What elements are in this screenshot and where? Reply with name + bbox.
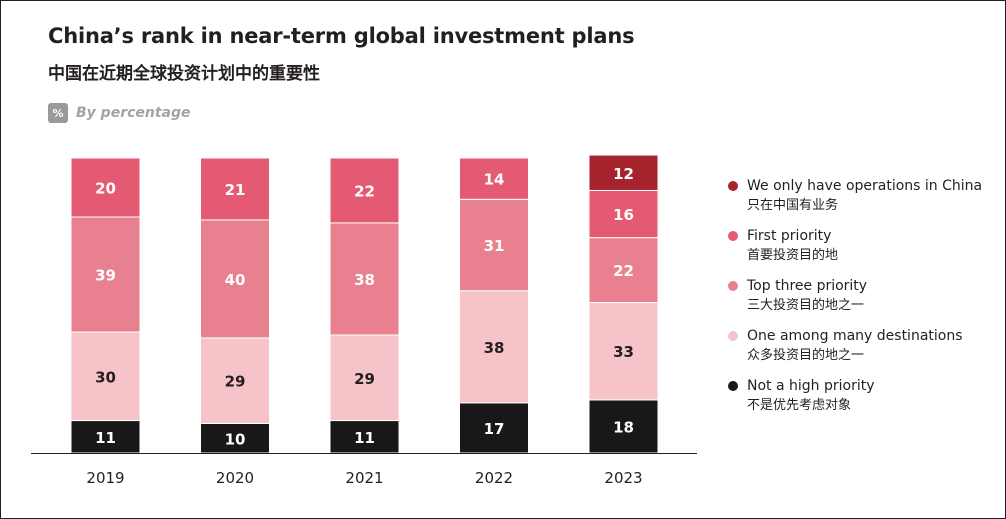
- bar-segment: [588, 189, 659, 239]
- x-tick-label: 2023: [604, 469, 642, 487]
- data-label: 31: [484, 237, 505, 255]
- bar-segment: [200, 337, 270, 425]
- data-label: 14: [484, 171, 505, 189]
- data-label: 40: [225, 271, 246, 289]
- unit-label: By percentage: [76, 105, 191, 121]
- data-label: 38: [484, 339, 505, 357]
- legend-label-zh: 三大投资目的地之一: [747, 298, 865, 313]
- data-label: 30: [95, 368, 116, 386]
- legend-swatch: [728, 381, 738, 391]
- legend-swatch: [728, 281, 738, 291]
- bar-segment: [70, 157, 141, 218]
- data-label: 11: [354, 429, 375, 447]
- x-tick-label: 2019: [86, 469, 124, 487]
- legend-swatch: [728, 331, 738, 341]
- data-label: 16: [613, 206, 634, 224]
- data-label: 11: [95, 429, 116, 447]
- bar-segment: [459, 198, 529, 292]
- percent-icon: %: [48, 103, 68, 123]
- chart-title: China’s rank in near-term global investm…: [48, 24, 635, 48]
- data-label: 33: [613, 343, 634, 361]
- legend-label: One among many destinations: [747, 328, 963, 344]
- data-label: 18: [613, 418, 634, 436]
- x-tick-label: 2020: [216, 469, 254, 487]
- bar-segment: [459, 290, 529, 404]
- bar-segment: [329, 157, 400, 224]
- legend-label-zh: 只在中国有业务: [747, 198, 839, 213]
- bar-segment: [200, 219, 270, 339]
- legend-item-operations-only: We only have operations in China 只在中国有业务: [728, 176, 998, 226]
- bar-segment: [459, 402, 529, 454]
- unit-indicator: % By percentage: [48, 103, 191, 123]
- legend-label: We only have operations in China: [747, 178, 983, 194]
- legend-item-not-high-priority: Not a high priority 不是优先考虑对象: [728, 376, 998, 426]
- legend-item-one-among-many: One among many destinations 众多投资目的地之一: [728, 326, 998, 376]
- data-label: 12: [613, 165, 634, 183]
- legend-item-top-three: Top three priority 三大投资目的地之一: [728, 276, 998, 326]
- data-label: 20: [95, 180, 116, 198]
- legend: We only have operations in China 只在中国有业务…: [728, 176, 998, 426]
- x-tick-label: 2022: [475, 469, 513, 487]
- chart-subtitle: 中国在近期全球投资计划中的重要性: [48, 64, 320, 84]
- bar-segment: [588, 154, 659, 191]
- bar-segment: [329, 334, 400, 422]
- bar-segment: [459, 157, 529, 200]
- data-label: 10: [225, 430, 246, 448]
- data-label: 17: [484, 420, 505, 438]
- bar-segment: [70, 331, 141, 422]
- legend-label: First priority: [747, 228, 832, 244]
- bar-segment: [588, 302, 659, 401]
- legend-label: Not a high priority: [747, 378, 875, 394]
- data-label: 38: [354, 271, 375, 289]
- bar-segment: [588, 237, 659, 304]
- legend-label-zh: 首要投资目的地: [747, 248, 839, 263]
- data-label: 29: [354, 370, 375, 388]
- legend-swatch: [728, 181, 738, 191]
- x-tick-label: 2021: [345, 469, 383, 487]
- data-label: 39: [95, 267, 116, 285]
- bar-segment: [200, 157, 270, 221]
- legend-item-first-priority: First priority 首要投资目的地: [728, 226, 998, 276]
- legend-swatch: [728, 231, 738, 241]
- legend-label: Top three priority: [747, 278, 868, 294]
- legend-label-zh: 众多投资目的地之一: [747, 348, 865, 363]
- bar-segment: [70, 216, 141, 333]
- data-label: 22: [613, 262, 634, 280]
- data-label: 21: [225, 181, 246, 199]
- data-label: 29: [225, 373, 246, 391]
- data-label: 22: [354, 182, 375, 200]
- bar-segment: [588, 399, 659, 454]
- bar-segment: [200, 423, 270, 454]
- legend-label-zh: 不是优先考虑对象: [747, 398, 852, 413]
